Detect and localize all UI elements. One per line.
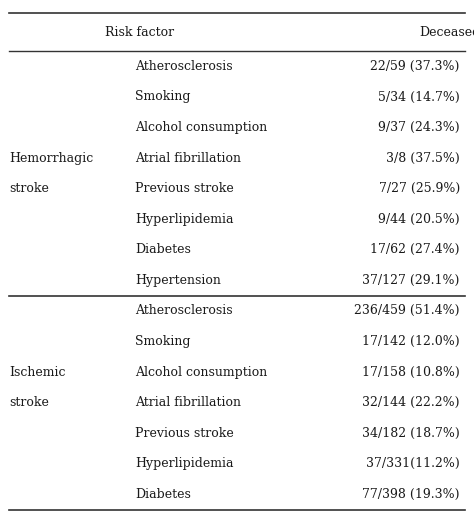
Text: Hyperlipidemia: Hyperlipidemia bbox=[135, 213, 234, 226]
Text: Previous stroke: Previous stroke bbox=[135, 182, 234, 195]
Text: 7/27 (25.9%): 7/27 (25.9%) bbox=[379, 182, 460, 195]
Text: Smoking: Smoking bbox=[135, 91, 191, 103]
Text: Alcohol consumption: Alcohol consumption bbox=[135, 366, 267, 378]
Text: Ischemic: Ischemic bbox=[9, 366, 66, 378]
Text: Hyperlipidemia: Hyperlipidemia bbox=[135, 457, 234, 470]
Text: stroke: stroke bbox=[9, 396, 49, 409]
Text: Risk factor: Risk factor bbox=[105, 26, 174, 38]
Text: Deceased: Deceased bbox=[419, 26, 474, 38]
Text: 17/62 (27.4%): 17/62 (27.4%) bbox=[370, 243, 460, 256]
Text: 37/127 (29.1%): 37/127 (29.1%) bbox=[363, 274, 460, 287]
Text: 34/182 (18.7%): 34/182 (18.7%) bbox=[362, 427, 460, 440]
Text: Atherosclerosis: Atherosclerosis bbox=[135, 60, 233, 73]
Text: 17/142 (12.0%): 17/142 (12.0%) bbox=[362, 335, 460, 348]
Text: 37/331(11.2%): 37/331(11.2%) bbox=[366, 457, 460, 470]
Text: Atherosclerosis: Atherosclerosis bbox=[135, 305, 233, 317]
Text: 9/37 (24.3%): 9/37 (24.3%) bbox=[378, 121, 460, 134]
Text: 236/459 (51.4%): 236/459 (51.4%) bbox=[354, 305, 460, 317]
Text: Diabetes: Diabetes bbox=[135, 488, 191, 501]
Text: 17/158 (10.8%): 17/158 (10.8%) bbox=[362, 366, 460, 378]
Text: Hemorrhagic: Hemorrhagic bbox=[9, 152, 94, 164]
Text: 77/398 (19.3%): 77/398 (19.3%) bbox=[362, 488, 460, 501]
Text: 5/34 (14.7%): 5/34 (14.7%) bbox=[378, 91, 460, 103]
Text: Alcohol consumption: Alcohol consumption bbox=[135, 121, 267, 134]
Text: stroke: stroke bbox=[9, 182, 49, 195]
Text: 3/8 (37.5%): 3/8 (37.5%) bbox=[386, 152, 460, 164]
Text: Atrial fibrillation: Atrial fibrillation bbox=[135, 396, 241, 409]
Text: Atrial fibrillation: Atrial fibrillation bbox=[135, 152, 241, 164]
Text: 9/44 (20.5%): 9/44 (20.5%) bbox=[378, 213, 460, 226]
Text: Hypertension: Hypertension bbox=[135, 274, 221, 287]
Text: 32/144 (22.2%): 32/144 (22.2%) bbox=[362, 396, 460, 409]
Text: Diabetes: Diabetes bbox=[135, 243, 191, 256]
Text: 22/59 (37.3%): 22/59 (37.3%) bbox=[370, 60, 460, 73]
Text: Smoking: Smoking bbox=[135, 335, 191, 348]
Text: Previous stroke: Previous stroke bbox=[135, 427, 234, 440]
